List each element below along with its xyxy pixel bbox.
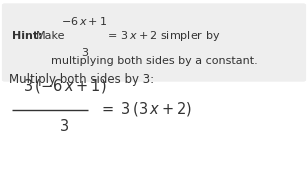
Text: $-6\,x+1$: $-6\,x+1$ (62, 15, 108, 27)
Text: Multiply both sides by 3:: Multiply both sides by 3: (9, 73, 154, 86)
Text: multiplying both sides by a constant.: multiplying both sides by a constant. (51, 56, 257, 66)
Text: $=\;3\,(3\,x+2)$: $=\;3\,(3\,x+2)$ (99, 100, 192, 118)
Text: Make: Make (36, 31, 66, 41)
Text: 3: 3 (81, 48, 88, 58)
Text: $=\,3\,x+2$ simpler by: $=\,3\,x+2$ simpler by (105, 29, 220, 43)
Text: Hint:: Hint: (12, 31, 42, 41)
Text: $3\,(-6\,x+1)$: $3\,(-6\,x+1)$ (23, 77, 107, 95)
Text: 3: 3 (60, 119, 69, 134)
